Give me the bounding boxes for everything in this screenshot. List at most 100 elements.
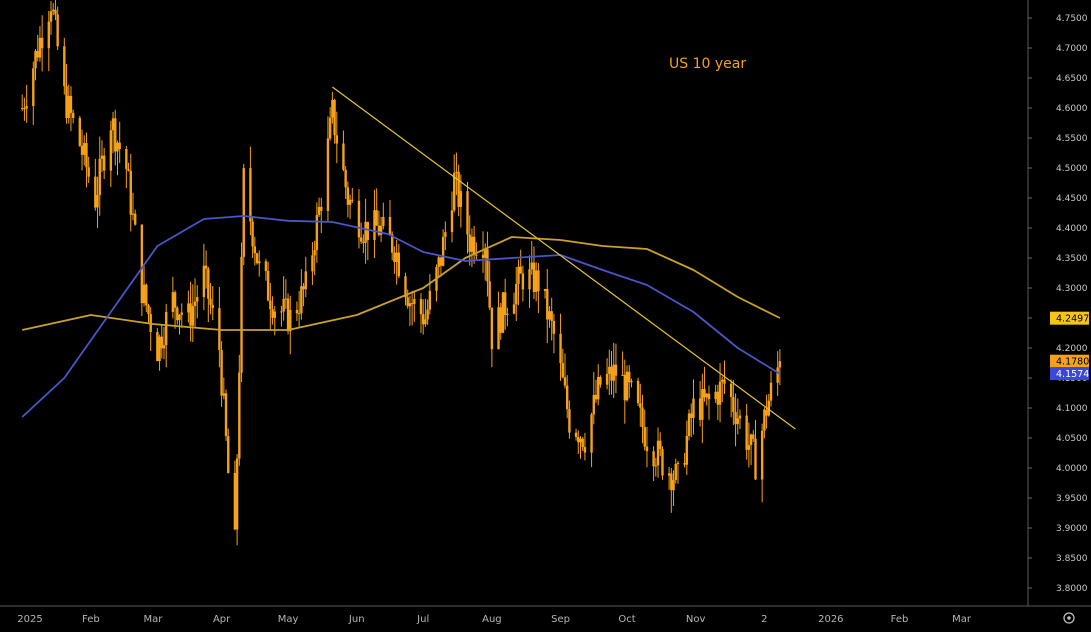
candle-body xyxy=(581,438,584,448)
y-tick-label: 4.4500 xyxy=(1056,194,1088,204)
candle-body xyxy=(320,206,323,211)
candle-body xyxy=(304,271,307,290)
candle-body xyxy=(729,383,733,398)
candle-body xyxy=(395,252,398,262)
candle-body xyxy=(566,385,569,410)
candle-body xyxy=(561,362,564,378)
candle-body xyxy=(528,269,531,290)
y-tick-label: 4.3000 xyxy=(1056,284,1088,294)
x-tick-label: Oct xyxy=(618,614,635,625)
candle-body xyxy=(346,187,350,205)
x-tick-label: Jul xyxy=(416,614,429,625)
candle-body xyxy=(568,409,571,433)
y-tick-label: 3.8000 xyxy=(1056,584,1088,594)
candle-body xyxy=(269,300,272,310)
candle-body xyxy=(204,265,208,269)
candle-body xyxy=(450,210,454,233)
candle-body xyxy=(628,371,631,383)
gear-icon[interactable] xyxy=(1063,612,1075,624)
candle-body xyxy=(255,253,259,264)
candle-body xyxy=(548,311,551,320)
y-tick-label: 4.7000 xyxy=(1056,44,1088,54)
price-badge-label: 4.1574 xyxy=(1056,369,1089,380)
candle-body xyxy=(422,314,425,325)
candle-body xyxy=(659,440,662,450)
candle-body xyxy=(475,254,478,256)
candle-body xyxy=(178,314,181,321)
candle-body xyxy=(484,249,487,258)
candle-body xyxy=(47,21,50,49)
price-badge xyxy=(1050,354,1089,368)
candle-body xyxy=(297,313,301,315)
candle-body xyxy=(311,255,314,272)
price-badge xyxy=(1050,367,1089,381)
candle-body xyxy=(171,292,175,312)
candle-body xyxy=(459,191,463,207)
candle-body xyxy=(131,213,135,215)
candle-body xyxy=(326,138,330,211)
candle-body xyxy=(636,380,640,404)
candle-body xyxy=(373,210,376,240)
candle-body xyxy=(202,265,206,298)
candle-body xyxy=(366,221,370,240)
candle-body xyxy=(49,11,53,22)
candlestick-series xyxy=(21,0,782,546)
candle-body xyxy=(158,336,161,362)
x-tick-label: Mar xyxy=(143,614,163,625)
candle-body xyxy=(280,311,283,313)
x-tick-label: Feb xyxy=(891,614,909,625)
candle-body xyxy=(705,393,708,398)
y-tick-label: 4.7500 xyxy=(1056,14,1088,24)
y-tick-label: 4.0500 xyxy=(1056,434,1088,444)
candle-body xyxy=(521,273,525,290)
candle-body xyxy=(534,270,538,292)
candle-body xyxy=(654,465,658,467)
candle-body xyxy=(134,213,137,225)
candle-body xyxy=(455,171,458,173)
candle-body xyxy=(196,297,199,302)
candle-body xyxy=(78,117,82,146)
candle-body xyxy=(499,307,502,333)
y-tick-label: 4.6500 xyxy=(1056,74,1088,84)
candle-body xyxy=(127,169,130,171)
candle-body xyxy=(102,155,106,171)
candle-body xyxy=(760,430,764,480)
x-tick-label: Jun xyxy=(348,614,365,625)
candle-body xyxy=(313,250,316,256)
candle-body xyxy=(497,307,500,350)
candle-body xyxy=(690,413,693,418)
candle-body xyxy=(641,407,644,428)
candle-body xyxy=(685,436,689,465)
candle-body xyxy=(165,311,168,346)
candle-body xyxy=(605,373,609,385)
candle-body xyxy=(543,288,547,292)
candle-body xyxy=(40,37,44,49)
candle-body xyxy=(643,427,646,447)
candle-body xyxy=(284,298,288,300)
candle-body xyxy=(652,451,655,467)
candle-body xyxy=(69,95,73,113)
price-badge-label: 4.2497 xyxy=(1056,314,1089,325)
candle-body xyxy=(424,319,427,325)
candle-body xyxy=(397,252,401,277)
candle-body xyxy=(763,409,766,431)
x-tick-label: Sep xyxy=(551,614,570,625)
candle-body xyxy=(676,462,680,464)
candle-body xyxy=(723,379,726,384)
candle-body xyxy=(23,108,26,110)
y-tick-label: 4.5500 xyxy=(1056,134,1088,144)
candle-body xyxy=(56,14,59,47)
candle-body xyxy=(80,145,84,155)
candle-body xyxy=(207,268,210,299)
candle-body xyxy=(594,394,598,400)
price-badge-label: 4.1780 xyxy=(1056,357,1089,368)
candle-body xyxy=(501,292,505,333)
candle-body xyxy=(351,199,354,201)
candle-body xyxy=(282,298,285,312)
candle-body xyxy=(707,393,711,400)
x-tick-label: 2025 xyxy=(17,614,42,625)
candle-body xyxy=(289,309,292,332)
candle-body xyxy=(333,100,336,136)
candle-body xyxy=(393,252,396,262)
